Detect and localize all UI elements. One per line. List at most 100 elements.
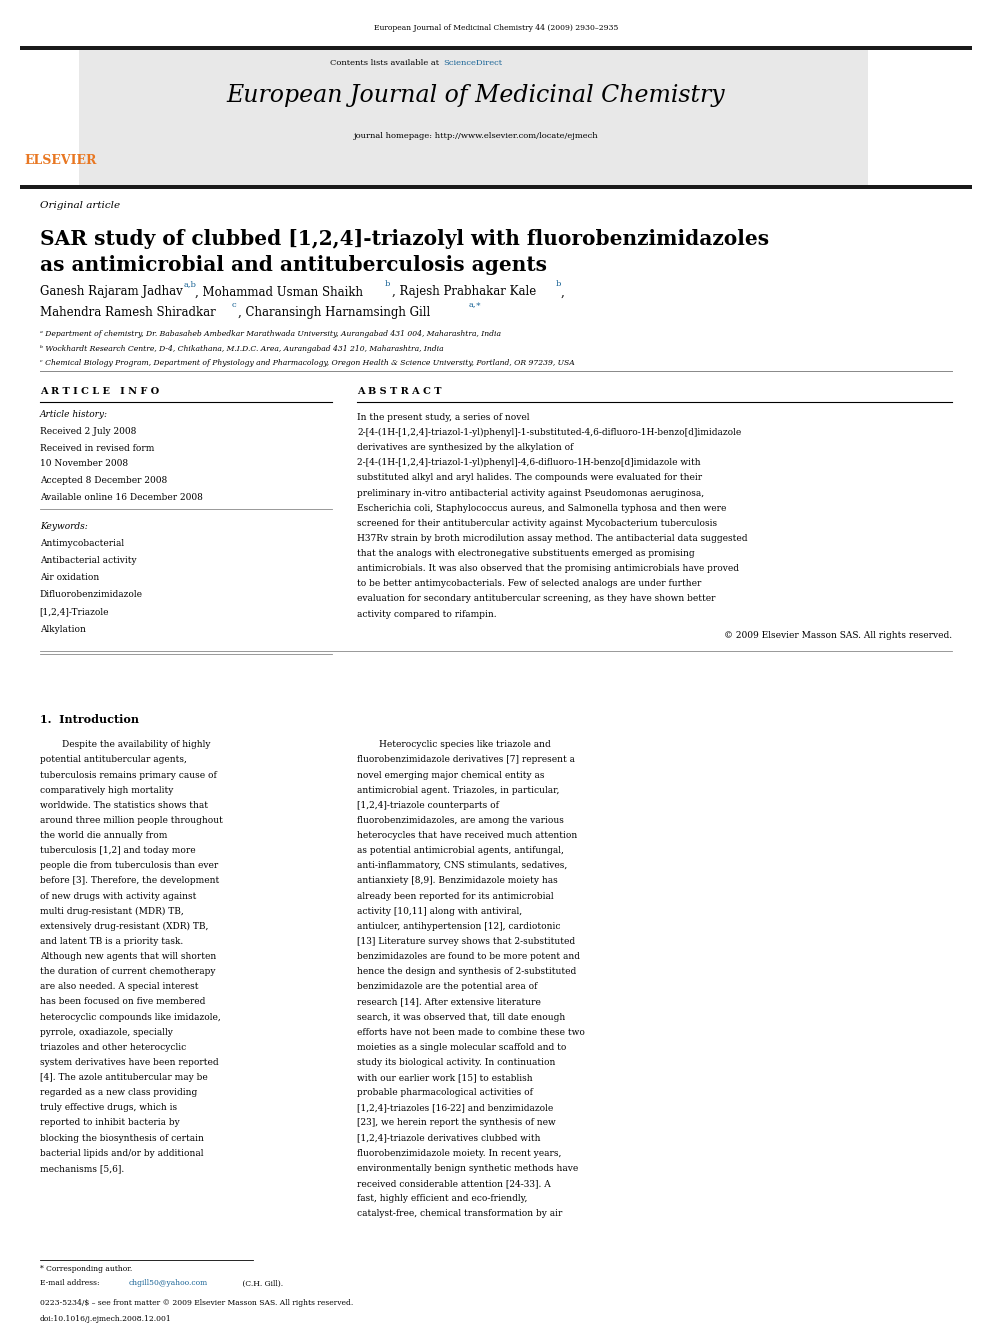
Text: heterocycles that have received much attention: heterocycles that have received much att… <box>357 831 577 840</box>
Text: E-mail address:: E-mail address: <box>40 1279 102 1287</box>
Text: screened for their antitubercular activity against Mycobacterium tuberculosis: screened for their antitubercular activi… <box>357 519 717 528</box>
Text: H37Rv strain by broth microdilution assay method. The antibacterial data suggest: H37Rv strain by broth microdilution assa… <box>357 534 748 542</box>
Text: b: b <box>556 280 560 288</box>
Text: potential antitubercular agents,: potential antitubercular agents, <box>40 755 186 765</box>
Text: Keywords:: Keywords: <box>40 523 87 531</box>
Text: ᶜ Chemical Biology Program, Department of Physiology and Pharmacology, Oregon He: ᶜ Chemical Biology Program, Department o… <box>40 359 574 366</box>
Text: [1,2,4]-triazoles [16-22] and benzimidazole: [1,2,4]-triazoles [16-22] and benzimidaz… <box>357 1103 554 1113</box>
Text: bacterial lipids and/or by additional: bacterial lipids and/or by additional <box>40 1148 203 1158</box>
Text: fluorobenzimidazole moiety. In recent years,: fluorobenzimidazole moiety. In recent ye… <box>357 1148 561 1158</box>
Text: mechanisms [5,6].: mechanisms [5,6]. <box>40 1164 124 1172</box>
Text: chgill50@yahoo.com: chgill50@yahoo.com <box>129 1279 208 1287</box>
Text: Antibacterial activity: Antibacterial activity <box>40 556 136 565</box>
Text: that the analogs with electronegative substituents emerged as promising: that the analogs with electronegative su… <box>357 549 694 558</box>
Bar <box>20 46 972 50</box>
Text: [23], we herein report the synthesis of new: [23], we herein report the synthesis of … <box>357 1118 556 1127</box>
Text: of new drugs with activity against: of new drugs with activity against <box>40 892 196 901</box>
Text: Contents lists available at: Contents lists available at <box>329 60 441 67</box>
Text: 2-[4-(1H-[1,2,4]-triazol-1-yl)phenyl]-4,6-difluoro-1H-benzo[d]imidazole with: 2-[4-(1H-[1,2,4]-triazol-1-yl)phenyl]-4,… <box>357 458 700 467</box>
Text: doi:10.1016/j.ejmech.2008.12.001: doi:10.1016/j.ejmech.2008.12.001 <box>40 1315 172 1323</box>
Text: reported to inhibit bacteria by: reported to inhibit bacteria by <box>40 1118 180 1127</box>
Text: antimicrobials. It was also observed that the promising antimicrobials have prov: antimicrobials. It was also observed tha… <box>357 564 739 573</box>
Text: preliminary in-vitro antibacterial activity against Pseudomonas aeruginosa,: preliminary in-vitro antibacterial activ… <box>357 488 704 497</box>
Text: comparatively high mortality: comparatively high mortality <box>40 786 173 795</box>
Text: the world die annually from: the world die annually from <box>40 831 167 840</box>
Text: pyrrole, oxadiazole, specially: pyrrole, oxadiazole, specially <box>40 1028 173 1037</box>
Text: European Journal of Medicinal Chemistry: European Journal of Medicinal Chemistry <box>227 85 725 107</box>
Text: Although new agents that will shorten: Although new agents that will shorten <box>40 953 216 960</box>
Text: the duration of current chemotherapy: the duration of current chemotherapy <box>40 967 215 976</box>
Text: received considerable attention [24-33]. A: received considerable attention [24-33].… <box>357 1179 551 1188</box>
Text: antimicrobial agent. Triazoles, in particular,: antimicrobial agent. Triazoles, in parti… <box>357 786 559 795</box>
Text: ᵇ Wockhardt Research Centre, D-4, Chikathana, M.I.D.C. Area, Aurangabad 431 210,: ᵇ Wockhardt Research Centre, D-4, Chikat… <box>40 344 443 352</box>
Text: heterocyclic compounds like imidazole,: heterocyclic compounds like imidazole, <box>40 1012 220 1021</box>
Text: A B S T R A C T: A B S T R A C T <box>357 386 441 396</box>
Text: A R T I C L E   I N F O: A R T I C L E I N F O <box>40 386 159 396</box>
Text: Available online 16 December 2008: Available online 16 December 2008 <box>40 493 202 503</box>
Text: fluorobenzimidazole derivatives [7] represent a: fluorobenzimidazole derivatives [7] repr… <box>357 755 575 765</box>
Bar <box>79 50 868 187</box>
Text: with our earlier work [15] to establish: with our earlier work [15] to establish <box>357 1073 533 1082</box>
Text: [1,2,4]-Triazole: [1,2,4]-Triazole <box>40 607 109 617</box>
Text: Difluorobenzimidazole: Difluorobenzimidazole <box>40 590 143 599</box>
Text: novel emerging major chemical entity as: novel emerging major chemical entity as <box>357 770 545 779</box>
Text: © 2009 Elsevier Masson SAS. All rights reserved.: © 2009 Elsevier Masson SAS. All rights r… <box>724 631 952 640</box>
Text: 1.  Introduction: 1. Introduction <box>40 714 139 725</box>
Text: activity compared to rifampin.: activity compared to rifampin. <box>357 610 497 618</box>
Text: as antimicrobial and antituberculosis agents: as antimicrobial and antituberculosis ag… <box>40 255 547 275</box>
Text: SAR study of clubbed [1,2,4]-triazolyl with fluorobenzimidazoles: SAR study of clubbed [1,2,4]-triazolyl w… <box>40 229 769 249</box>
Text: Original article: Original article <box>40 201 120 210</box>
Text: anti-inflammatory, CNS stimulants, sedatives,: anti-inflammatory, CNS stimulants, sedat… <box>357 861 567 871</box>
Text: tuberculosis [1,2] and today more: tuberculosis [1,2] and today more <box>40 847 195 855</box>
Text: Air oxidation: Air oxidation <box>40 573 99 582</box>
Text: already been reported for its antimicrobial: already been reported for its antimicrob… <box>357 892 554 901</box>
Text: Despite the availability of highly: Despite the availability of highly <box>62 741 210 749</box>
Text: (C.H. Gill).: (C.H. Gill). <box>240 1279 283 1287</box>
Text: around three million people throughout: around three million people throughout <box>40 816 222 826</box>
Text: * Corresponding author.: * Corresponding author. <box>40 1265 132 1273</box>
Text: Article history:: Article history: <box>40 410 108 419</box>
Text: truly effective drugs, which is: truly effective drugs, which is <box>40 1103 177 1113</box>
Text: a,b: a,b <box>184 280 196 288</box>
Text: tuberculosis remains primary cause of: tuberculosis remains primary cause of <box>40 770 216 779</box>
Text: has been focused on five membered: has been focused on five membered <box>40 998 205 1007</box>
Text: derivatives are synthesized by the alkylation of: derivatives are synthesized by the alkyl… <box>357 443 573 452</box>
Text: Received in revised form: Received in revised form <box>40 445 154 454</box>
Text: European Journal of Medicinal Chemistry 44 (2009) 2930–2935: European Journal of Medicinal Chemistry … <box>374 24 618 32</box>
Text: substituted alkyl and aryl halides. The compounds were evaluated for their: substituted alkyl and aryl halides. The … <box>357 474 702 483</box>
Text: Received 2 July 2008: Received 2 July 2008 <box>40 427 136 437</box>
Text: 10 November 2008: 10 November 2008 <box>40 459 128 468</box>
Text: [13] Literature survey shows that 2-substituted: [13] Literature survey shows that 2-subs… <box>357 937 575 946</box>
Text: c: c <box>231 302 236 310</box>
Text: multi drug-resistant (MDR) TB,: multi drug-resistant (MDR) TB, <box>40 906 184 916</box>
Text: people die from tuberculosis than ever: people die from tuberculosis than ever <box>40 861 218 871</box>
Text: a,∗: a,∗ <box>468 302 481 310</box>
Text: antiulcer, antihypertension [12], cardiotonic: antiulcer, antihypertension [12], cardio… <box>357 922 560 931</box>
Text: evaluation for secondary antitubercular screening, as they have shown better: evaluation for secondary antitubercular … <box>357 594 715 603</box>
Text: , Charansingh Harnamsingh Gill: , Charansingh Harnamsingh Gill <box>238 307 431 319</box>
Text: [4]. The azole antitubercular may be: [4]. The azole antitubercular may be <box>40 1073 207 1082</box>
Text: antianxiety [8,9]. Benzimidazole moiety has: antianxiety [8,9]. Benzimidazole moiety … <box>357 876 558 885</box>
Text: Accepted 8 December 2008: Accepted 8 December 2008 <box>40 476 167 486</box>
Text: efforts have not been made to combine these two: efforts have not been made to combine th… <box>357 1028 585 1037</box>
Text: before [3]. Therefore, the development: before [3]. Therefore, the development <box>40 876 219 885</box>
Text: benzimidazole are the potential area of: benzimidazole are the potential area of <box>357 982 538 991</box>
Text: are also needed. A special interest: are also needed. A special interest <box>40 982 198 991</box>
Text: environmentally benign synthetic methods have: environmentally benign synthetic methods… <box>357 1164 578 1172</box>
Text: , Rajesh Prabhakar Kale: , Rajesh Prabhakar Kale <box>392 286 536 299</box>
Text: regarded as a new class providing: regarded as a new class providing <box>40 1088 197 1097</box>
Text: extensively drug-resistant (XDR) TB,: extensively drug-resistant (XDR) TB, <box>40 922 208 931</box>
Text: benzimidazoles are found to be more potent and: benzimidazoles are found to be more pote… <box>357 953 580 960</box>
Text: worldwide. The statistics shows that: worldwide. The statistics shows that <box>40 800 207 810</box>
Text: 2-[4-(1H-[1,2,4]-triazol-1-yl)phenyl]-1-substituted-4,6-difluoro-1H-benzo[d]imid: 2-[4-(1H-[1,2,4]-triazol-1-yl)phenyl]-1-… <box>357 429 741 437</box>
Text: ,: , <box>560 286 564 299</box>
Text: journal homepage: http://www.elsevier.com/locate/ejmech: journal homepage: http://www.elsevier.co… <box>354 131 598 139</box>
Text: to be better antimycobacterials. Few of selected analogs are under further: to be better antimycobacterials. Few of … <box>357 579 701 589</box>
Text: Alkylation: Alkylation <box>40 624 85 634</box>
Text: fast, highly efficient and eco-friendly,: fast, highly efficient and eco-friendly, <box>357 1195 528 1203</box>
Text: and latent TB is a priority task.: and latent TB is a priority task. <box>40 937 183 946</box>
Text: fluorobenzimidazoles, are among the various: fluorobenzimidazoles, are among the vari… <box>357 816 564 826</box>
Text: ᵃ Department of chemistry, Dr. Babasaheb Ambedkar Marathwada University, Auranga: ᵃ Department of chemistry, Dr. Babasaheb… <box>40 329 501 339</box>
Text: study its biological activity. In continuation: study its biological activity. In contin… <box>357 1058 556 1066</box>
Text: system derivatives have been reported: system derivatives have been reported <box>40 1058 218 1066</box>
